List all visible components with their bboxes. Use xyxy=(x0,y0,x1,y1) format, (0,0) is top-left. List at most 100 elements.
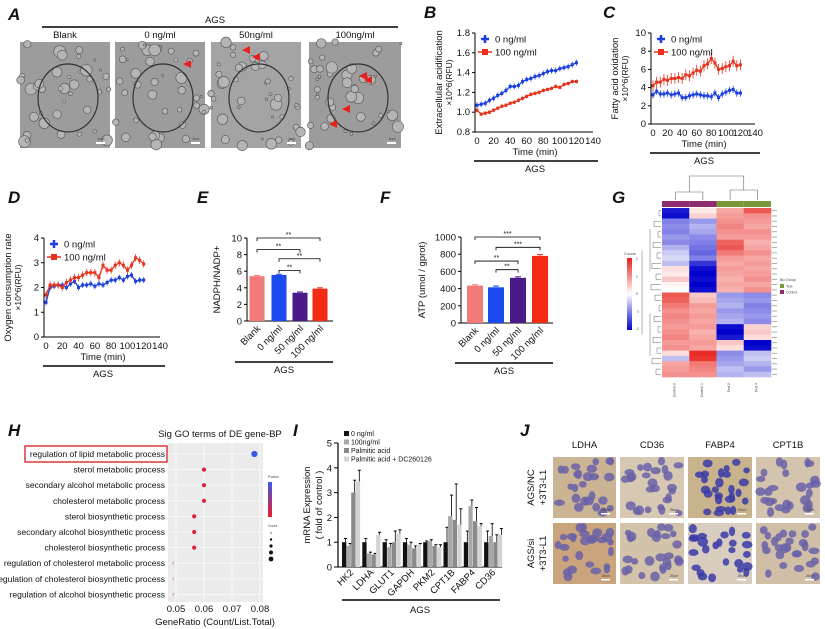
bar xyxy=(342,542,347,567)
organelle xyxy=(316,65,324,73)
y-tick-label: 400 xyxy=(440,284,456,295)
data-point xyxy=(550,69,554,73)
data-point xyxy=(142,278,146,282)
cell-nucleus xyxy=(785,537,794,545)
data-point xyxy=(483,111,487,115)
organelle xyxy=(121,89,129,97)
heatmap-cell xyxy=(662,366,690,373)
organelle xyxy=(350,84,359,94)
heatmap-cell xyxy=(689,250,717,256)
go-term-dot xyxy=(172,593,175,596)
heatmap-cell xyxy=(716,281,745,288)
legend-swatch xyxy=(344,431,349,436)
significance-label: ** xyxy=(276,244,282,251)
condition-label: 100ng/ml xyxy=(335,30,374,41)
organelle xyxy=(51,66,63,78)
organelle xyxy=(121,132,131,142)
cell-nucleus xyxy=(662,496,672,504)
colorbar-title: Z-score xyxy=(624,252,636,256)
heatmap-cell xyxy=(743,361,772,367)
cell-nucleus xyxy=(670,530,677,538)
heatmap-cell xyxy=(716,350,745,357)
y-tick-label: 1.0 xyxy=(457,107,470,118)
significance-label: ** xyxy=(286,232,292,239)
x-tick-label: 140 xyxy=(585,136,601,147)
organelle xyxy=(175,71,188,84)
organelle xyxy=(56,130,66,139)
x-tick-label: 20 xyxy=(57,341,68,352)
cell-nucleus xyxy=(811,572,820,581)
data-point xyxy=(658,80,662,84)
organelle xyxy=(230,52,237,58)
cell-nucleus xyxy=(775,457,784,467)
organelle xyxy=(375,45,382,53)
data-point xyxy=(113,278,117,282)
organelle xyxy=(260,137,264,141)
organelle xyxy=(130,68,141,79)
y-tick-label: 0.8 xyxy=(457,127,470,138)
arrowhead-marker xyxy=(359,72,367,80)
x-tick-label: 40 xyxy=(677,128,688,139)
y-tick-label: 1 xyxy=(327,538,332,549)
data-point xyxy=(113,263,117,267)
organelle xyxy=(341,77,353,88)
cell-nucleus xyxy=(688,524,697,534)
heatmap-cell xyxy=(662,266,690,272)
legend-square-marker xyxy=(482,49,488,55)
heatmap-cell xyxy=(743,250,772,256)
bar xyxy=(463,542,469,567)
heatmap-cell xyxy=(689,371,717,378)
organelle xyxy=(215,70,223,78)
data-point xyxy=(97,276,101,280)
scale-bar-label: 5um xyxy=(389,137,396,141)
organelle xyxy=(371,121,376,125)
count-legend-dot xyxy=(269,550,273,555)
data-point xyxy=(738,63,742,67)
cell-nucleus xyxy=(637,464,644,471)
heatmap-cell xyxy=(689,324,717,330)
data-point xyxy=(521,80,525,84)
y-axis-label: Fatty acid oxidation xyxy=(610,38,621,120)
go-term-label: regulation of lipid metabolic process xyxy=(30,449,165,459)
organelle xyxy=(216,62,221,67)
x-tick-label: 20 xyxy=(662,128,673,139)
bar xyxy=(473,521,478,567)
organelle xyxy=(264,78,271,85)
data-point xyxy=(695,92,699,96)
heatmap-cell xyxy=(689,287,717,293)
heatmap-cell xyxy=(689,361,717,367)
heatmap-cell xyxy=(689,366,717,373)
group-label: AGS xyxy=(694,156,714,167)
heatmap-cell xyxy=(716,208,745,214)
bar xyxy=(443,542,448,567)
data-point xyxy=(504,88,508,92)
x-tick-label: 60 xyxy=(521,136,532,147)
cell-nucleus xyxy=(736,566,744,573)
cell-nucleus xyxy=(573,502,584,512)
cell-nucleus xyxy=(722,471,731,478)
data-point xyxy=(720,66,724,70)
organelle xyxy=(265,138,278,150)
cell-nucleus xyxy=(557,465,565,474)
organelle xyxy=(378,113,384,118)
bar xyxy=(467,285,483,323)
group-legend-swatch xyxy=(780,290,784,294)
organelle xyxy=(161,107,169,115)
cell-nucleus xyxy=(554,540,562,550)
organelle xyxy=(176,107,183,113)
heatmap-cell xyxy=(716,334,745,341)
heatmap-cell xyxy=(689,234,717,240)
heatmap-cell xyxy=(743,303,772,309)
count-legend-dot xyxy=(268,556,274,562)
heatmap-cell xyxy=(689,334,717,341)
scale-bar xyxy=(287,142,296,144)
cell-nucleus xyxy=(728,539,737,547)
cell-nucleus xyxy=(627,535,634,543)
data-point xyxy=(121,278,125,282)
heatmap-cell xyxy=(716,371,745,378)
significance-label: ** xyxy=(297,253,303,260)
y-axis-label: Extracellular acidification xyxy=(434,30,445,135)
ihc-image: 25um xyxy=(620,523,684,584)
scale-bar-label: 25um xyxy=(602,508,611,512)
